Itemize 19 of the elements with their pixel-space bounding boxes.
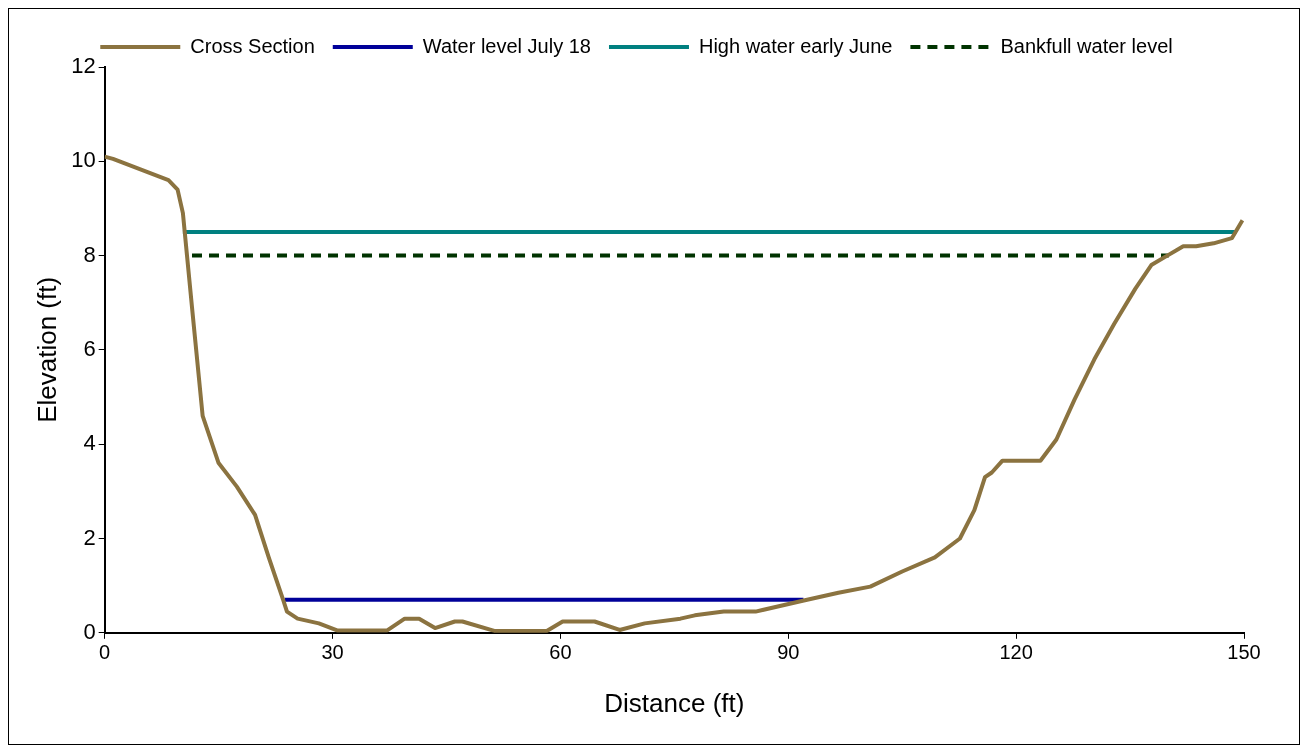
x-tick-label: 30	[321, 641, 344, 664]
x-tick-label: 60	[549, 641, 572, 664]
y-tick-label: 10	[71, 147, 96, 173]
y-tick-label: 4	[83, 430, 96, 456]
legend-label: Water level July 18	[422, 34, 591, 57]
y-axis-title: Elevation (ft)	[31, 276, 62, 423]
y-tick-label: 2	[83, 524, 96, 550]
x-tick-label: 120	[999, 641, 1033, 664]
y-tick-label: 0	[83, 618, 96, 644]
x-tick-label: 90	[777, 641, 800, 664]
y-tick-label: 12	[71, 53, 96, 79]
x-tick-label: 150	[1227, 641, 1261, 664]
x-axis-title: Distance (ft)	[604, 687, 745, 718]
x-tick-label: 0	[99, 641, 111, 664]
y-tick-label: 6	[83, 335, 96, 361]
legend-label: Bankfull water level	[1000, 34, 1173, 57]
legend-label: High water early June	[698, 34, 893, 57]
legend-label: Cross Section	[190, 34, 315, 57]
y-tick-label: 8	[83, 241, 96, 267]
